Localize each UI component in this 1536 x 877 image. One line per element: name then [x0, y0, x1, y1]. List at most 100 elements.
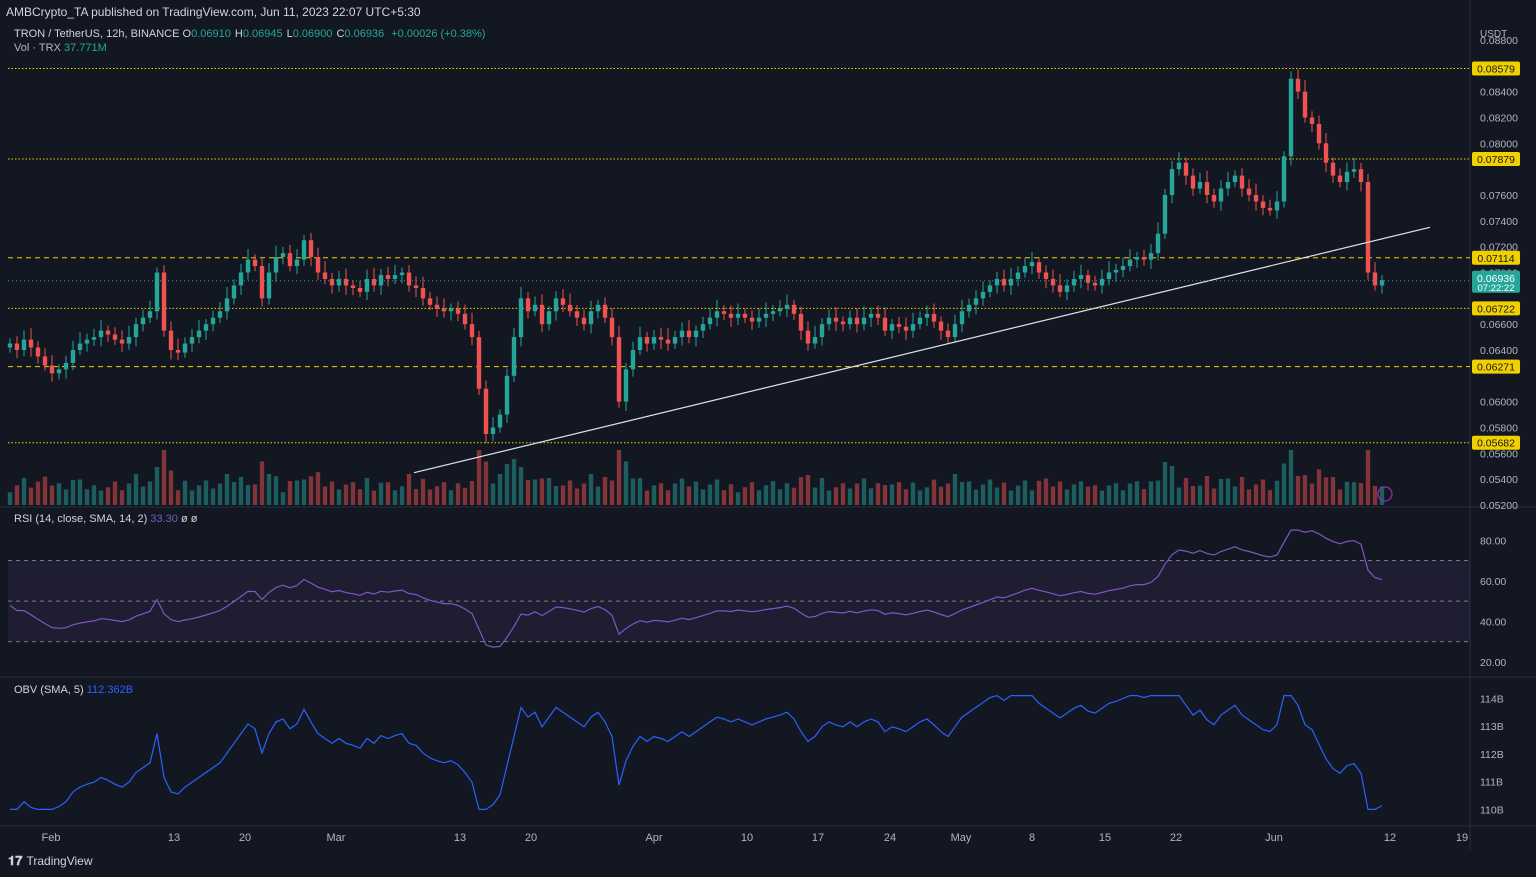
- volume-bar: [966, 481, 972, 505]
- candle-body: [7, 343, 13, 348]
- candle-body: [42, 356, 48, 366]
- volume-bar: [637, 478, 643, 505]
- volume-bar: [140, 486, 146, 505]
- candle-body: [1064, 285, 1070, 292]
- volume-bar: [1239, 477, 1245, 505]
- volume-bar: [581, 483, 587, 505]
- candle-body: [273, 257, 279, 273]
- volume-bar: [21, 477, 27, 505]
- candle-body: [427, 298, 433, 305]
- candle-body: [469, 324, 475, 338]
- volume-bar: [322, 486, 328, 505]
- obv-line: [10, 694, 1383, 811]
- volume-bar: [987, 479, 993, 505]
- candle-body: [91, 337, 97, 340]
- candle-body: [1344, 171, 1350, 183]
- candle-body: [581, 317, 587, 325]
- volume-bar: [756, 490, 762, 505]
- candle-body: [1176, 162, 1182, 170]
- volume-bar: [959, 482, 965, 505]
- volume-bar: [168, 470, 174, 505]
- price-change: +0.00026 (+0.38%): [391, 28, 486, 40]
- candle-body: [644, 337, 650, 344]
- footer-brand: TradingView: [26, 854, 93, 868]
- time-tick-label: 12: [1384, 832, 1396, 844]
- time-tick-label: 15: [1099, 832, 1111, 844]
- volume-bar: [854, 483, 860, 505]
- candle-body: [287, 253, 293, 267]
- volume-bar: [1008, 490, 1014, 505]
- volume-bar: [1379, 486, 1385, 505]
- volume-bar: [749, 482, 755, 505]
- candle-body: [336, 278, 342, 286]
- candle-body: [896, 324, 902, 327]
- candle-body: [1281, 156, 1287, 202]
- volume-bar: [1302, 475, 1308, 505]
- candle-body: [707, 317, 713, 325]
- volume-bar: [126, 483, 132, 505]
- volume-bar: [105, 487, 111, 505]
- volume-bar: [455, 483, 461, 505]
- candle-body: [63, 362, 69, 370]
- volume-bar: [994, 487, 1000, 505]
- candle-body: [525, 298, 531, 312]
- volume-bar: [903, 489, 909, 505]
- obv-tick-label: 111B: [1480, 777, 1503, 789]
- candle-body: [1099, 278, 1105, 286]
- candle-body: [903, 326, 909, 331]
- volume-bar: [1295, 476, 1301, 505]
- candle-body: [196, 330, 202, 338]
- rsi-tick-label: 40.00: [1480, 616, 1506, 628]
- time-tick-label: 20: [525, 832, 537, 844]
- volume-bar: [672, 483, 678, 505]
- price-tick-label: 0.05600: [1480, 448, 1518, 460]
- volume-bar: [98, 490, 104, 505]
- candle-body: [812, 337, 818, 344]
- trendline: [413, 226, 1431, 474]
- volume-bar: [798, 477, 804, 505]
- candle-body: [777, 308, 783, 312]
- candle-body: [168, 330, 174, 350]
- candle-body: [574, 311, 580, 318]
- currency-label: USDT: [1480, 29, 1507, 40]
- time-tick-label: Mar: [327, 832, 346, 844]
- candle-body: [1190, 175, 1196, 189]
- volume-bar: [350, 482, 356, 505]
- candle-body: [1211, 195, 1217, 202]
- time-tick-label: 24: [884, 832, 896, 844]
- candle-body: [560, 298, 566, 305]
- volume-bar: [301, 479, 307, 505]
- symbol-name: TRON / TetherUS, 12h, BINANCE: [14, 28, 180, 40]
- volume-bar: [917, 490, 923, 505]
- volume-bar: [147, 481, 153, 505]
- volume-bar: [280, 492, 286, 505]
- candle-body: [1050, 278, 1056, 286]
- candle-body: [721, 311, 727, 314]
- volume-bar: [1050, 486, 1056, 505]
- obv-tick-label: 113B: [1480, 721, 1504, 733]
- volume-bar: [1036, 480, 1042, 505]
- candle-body: [1225, 182, 1231, 189]
- candle-body: [1169, 169, 1175, 195]
- candle-body: [868, 313, 874, 318]
- candle-body: [1071, 278, 1077, 286]
- candle-body: [1106, 272, 1112, 279]
- volume-bar: [1316, 469, 1322, 505]
- candle-body: [1253, 195, 1259, 202]
- volume-bar: [420, 478, 426, 505]
- candle-body: [1295, 78, 1301, 92]
- candle-body: [462, 313, 468, 325]
- candle-body: [1358, 169, 1364, 183]
- candle-body: [763, 313, 769, 318]
- candle-body: [1015, 272, 1021, 279]
- candle-body: [1365, 182, 1371, 273]
- volume-bar: [833, 487, 839, 505]
- candle-body: [854, 317, 860, 325]
- candle-body: [966, 304, 972, 312]
- volume-bar: [623, 461, 629, 505]
- price-level-label: 0.06271: [1477, 362, 1515, 374]
- volume-bar: [714, 479, 720, 505]
- candle-body: [798, 313, 804, 331]
- time-tick-label: 19: [1456, 832, 1468, 844]
- obv-label: OBV (SMA, 5): [14, 684, 84, 696]
